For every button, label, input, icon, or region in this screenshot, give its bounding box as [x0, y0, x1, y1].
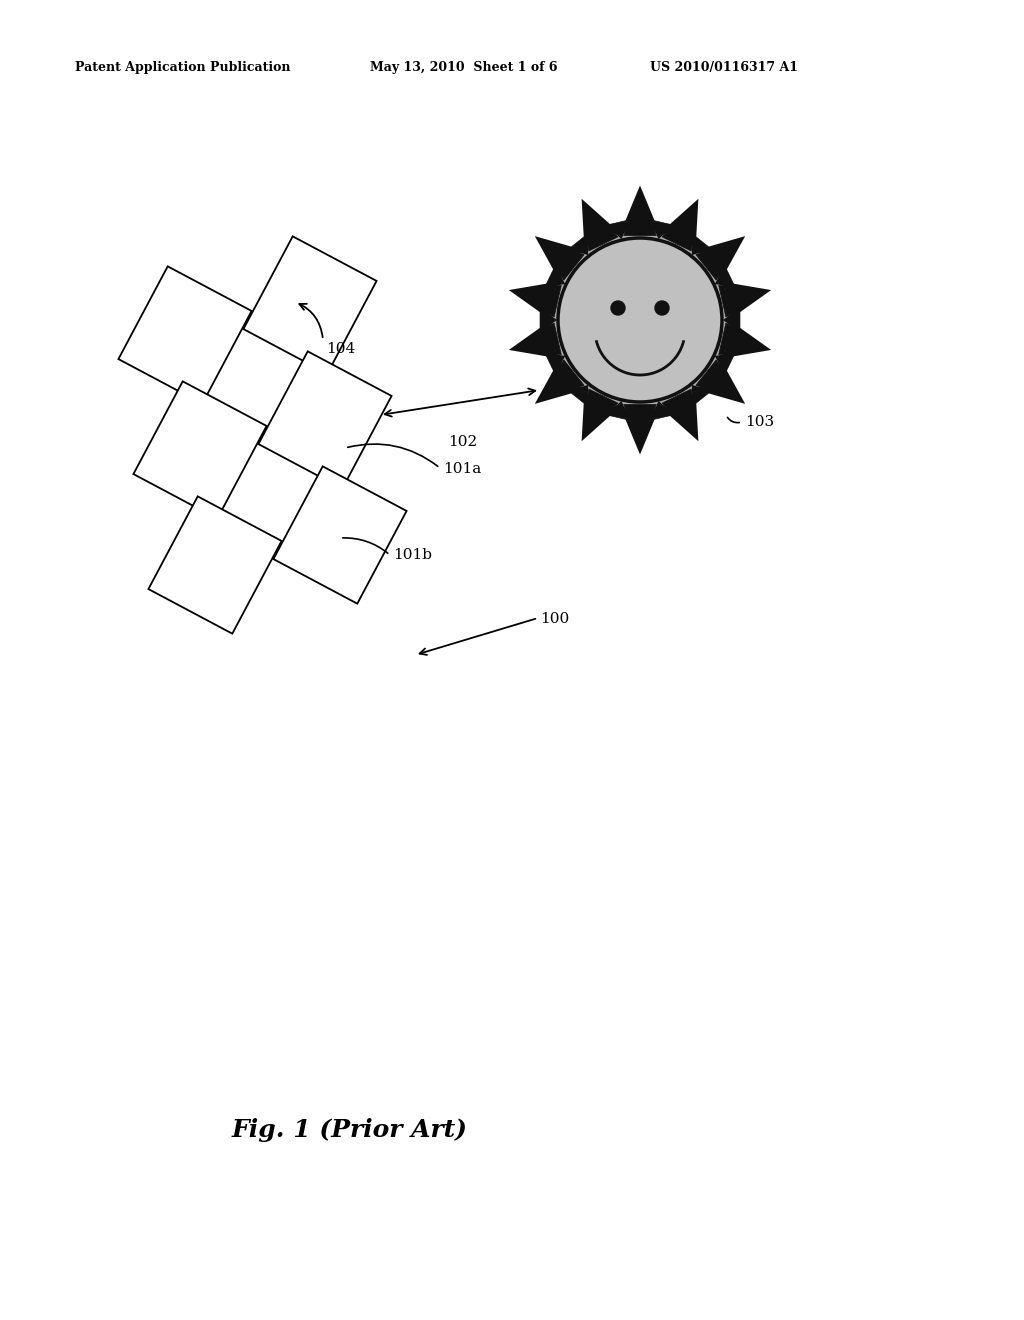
- Polygon shape: [564, 231, 591, 252]
- Text: 102: 102: [449, 436, 477, 449]
- Polygon shape: [133, 381, 266, 519]
- Polygon shape: [718, 348, 737, 379]
- Polygon shape: [513, 323, 561, 355]
- Text: 101b: 101b: [393, 548, 432, 562]
- Polygon shape: [719, 323, 767, 355]
- Polygon shape: [539, 239, 584, 280]
- Polygon shape: [148, 496, 282, 634]
- Polygon shape: [726, 304, 740, 337]
- Circle shape: [611, 301, 625, 315]
- Polygon shape: [718, 261, 737, 292]
- Polygon shape: [543, 261, 562, 292]
- Polygon shape: [513, 190, 767, 450]
- Polygon shape: [646, 219, 679, 236]
- Polygon shape: [601, 219, 634, 236]
- Polygon shape: [513, 285, 561, 317]
- Polygon shape: [689, 387, 716, 409]
- Polygon shape: [258, 351, 391, 488]
- Polygon shape: [273, 466, 407, 603]
- Circle shape: [558, 238, 722, 403]
- FancyArrowPatch shape: [727, 417, 739, 422]
- Polygon shape: [719, 285, 767, 317]
- Polygon shape: [119, 267, 252, 404]
- Text: Fig. 1 (Prior Art): Fig. 1 (Prior Art): [232, 1118, 468, 1142]
- Polygon shape: [696, 239, 741, 280]
- FancyArrowPatch shape: [348, 444, 438, 466]
- Polygon shape: [662, 389, 696, 437]
- Polygon shape: [244, 236, 377, 374]
- Polygon shape: [662, 203, 696, 251]
- Polygon shape: [601, 404, 634, 421]
- Text: Patent Application Publication: Patent Application Publication: [75, 62, 291, 74]
- Polygon shape: [696, 360, 741, 401]
- Circle shape: [655, 301, 669, 315]
- Text: 101a: 101a: [443, 462, 481, 477]
- Polygon shape: [584, 389, 618, 437]
- Polygon shape: [689, 231, 716, 252]
- Text: 103: 103: [745, 414, 774, 429]
- Polygon shape: [540, 304, 554, 337]
- Polygon shape: [646, 404, 679, 421]
- Text: May 13, 2010  Sheet 1 of 6: May 13, 2010 Sheet 1 of 6: [370, 62, 557, 74]
- Polygon shape: [624, 404, 656, 450]
- Polygon shape: [543, 348, 562, 379]
- Polygon shape: [564, 387, 591, 409]
- FancyArrowPatch shape: [343, 537, 388, 553]
- Text: 100: 100: [540, 612, 569, 626]
- Text: 104: 104: [326, 342, 355, 356]
- Polygon shape: [624, 190, 656, 235]
- Text: US 2010/0116317 A1: US 2010/0116317 A1: [650, 62, 798, 74]
- Polygon shape: [584, 203, 618, 251]
- Polygon shape: [539, 360, 584, 401]
